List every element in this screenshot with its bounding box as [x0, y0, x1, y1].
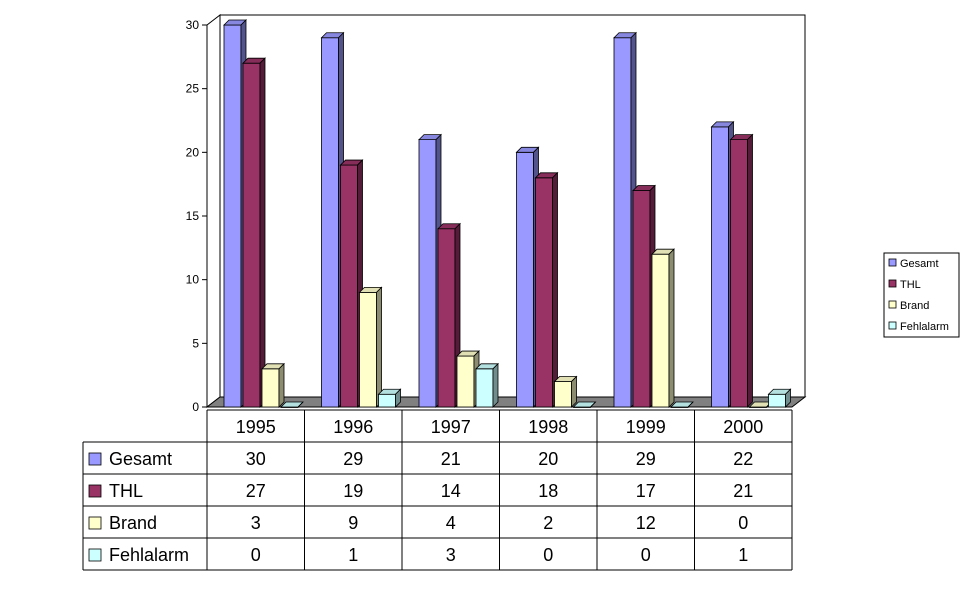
x-tick-label: 1995 [236, 417, 276, 437]
bar [475, 362, 499, 408]
legend-swatch [888, 279, 897, 288]
y-tick-label: 25 [186, 82, 200, 96]
data-label: 1 [738, 545, 748, 565]
y-tick-label: 10 [186, 273, 200, 287]
y-tick-label: 0 [192, 400, 199, 414]
y-tick-label: 30 [186, 18, 200, 32]
back-wall [219, 14, 806, 398]
data-label: 12 [636, 513, 656, 533]
data-label: 0 [251, 545, 261, 565]
data-label: 21 [441, 449, 461, 469]
bar [358, 286, 383, 408]
y-axis: 0 5 10 15 20 25 30 [186, 18, 208, 414]
data-label: 4 [446, 513, 456, 533]
data-label: 19 [343, 481, 363, 501]
data-label: 3 [251, 513, 261, 533]
y-tick-label: 15 [186, 209, 200, 223]
y-tick-label: 20 [186, 145, 200, 159]
legend-swatch [888, 300, 897, 309]
data-label: 17 [636, 481, 656, 501]
bar [729, 133, 754, 408]
side-wall [206, 13, 221, 409]
data-label: 27 [246, 481, 266, 501]
bar [261, 362, 285, 408]
bar [377, 388, 402, 408]
table-series-label: Fehlalarm [109, 545, 189, 565]
y-tick-label: 5 [192, 336, 199, 350]
data-label: 0 [641, 545, 651, 565]
x-tick-label: 1997 [431, 417, 471, 437]
data-label: 0 [543, 545, 553, 565]
data-label: 14 [441, 481, 461, 501]
data-label: 30 [246, 449, 266, 469]
table-swatch [88, 484, 102, 498]
table-series-label: THL [109, 481, 143, 501]
data-label: 9 [348, 513, 358, 533]
plot-walls [205, 13, 807, 409]
legend-swatch [888, 321, 897, 330]
data-label: 18 [538, 481, 558, 501]
bar [456, 350, 480, 408]
legend: Gesamt THL Brand Fehlalarm [883, 252, 960, 338]
data-label: 0 [738, 513, 748, 533]
legend-label: Brand [900, 300, 929, 312]
table-swatch [88, 516, 102, 530]
bar [418, 133, 442, 408]
data-label: 29 [343, 449, 363, 469]
legend-swatch [888, 258, 897, 267]
data-label: 1 [348, 545, 358, 565]
table-swatch [88, 548, 102, 562]
x-tick-label: 1996 [333, 417, 373, 437]
data-label: 20 [538, 449, 558, 469]
legend-label: Fehlalarm [900, 321, 949, 333]
table-swatch [88, 452, 102, 466]
bar [242, 57, 266, 408]
data-label: 3 [446, 545, 456, 565]
bars [223, 19, 792, 408]
data-label: 2 [543, 513, 553, 533]
x-tick-label: 1998 [528, 417, 568, 437]
legend-label: Gesamt [900, 258, 939, 270]
data-label: 21 [733, 481, 753, 501]
bar [437, 222, 461, 408]
x-tick-label: 2000 [723, 417, 763, 437]
bar [767, 388, 792, 408]
bar [651, 248, 675, 408]
bar [553, 375, 578, 408]
legend-box [883, 252, 960, 338]
table-series-label: Brand [109, 513, 157, 533]
bar [670, 401, 694, 408]
bar [280, 401, 304, 408]
bar [572, 401, 597, 408]
data-label: 22 [733, 449, 753, 469]
x-tick-label: 1999 [626, 417, 666, 437]
legend-label: THL [900, 279, 921, 291]
table-series-label: Gesamt [109, 449, 172, 469]
data-label: 29 [636, 449, 656, 469]
bar [534, 171, 559, 408]
